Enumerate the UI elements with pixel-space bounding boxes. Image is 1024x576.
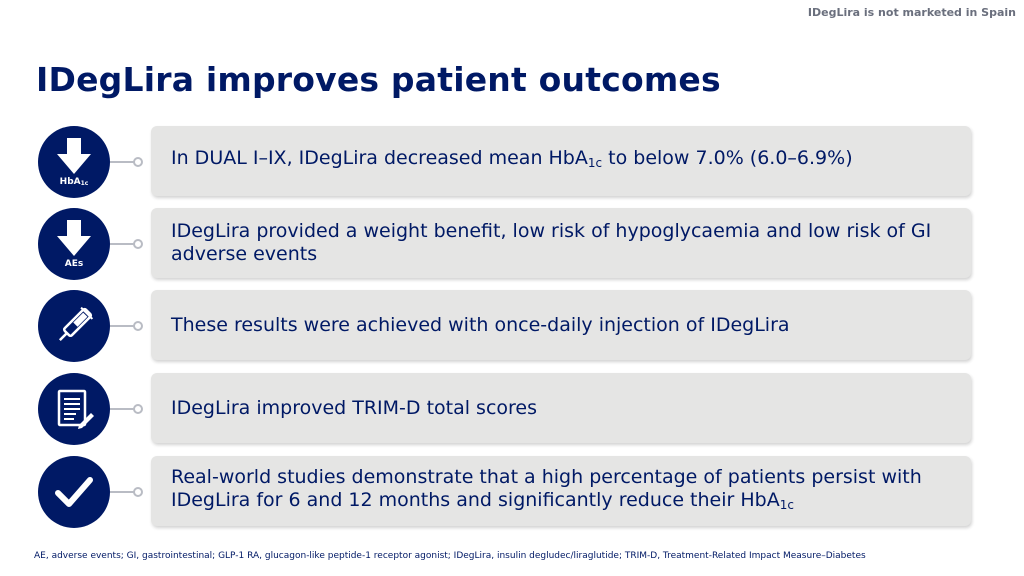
connector-dot — [133, 157, 143, 167]
outcome-box: In DUAL I–IX, IDegLira decreased mean Hb… — [151, 126, 971, 196]
connector-line — [110, 408, 136, 410]
outcome-row-injection: These results were achieved with once-da… — [0, 290, 1024, 362]
footnote-abbreviations: AE, adverse events; GI, gastrointestinal… — [34, 551, 866, 561]
outcome-row-trimd: IDegLira improved TRIM-D total scores — [0, 373, 1024, 445]
document-pencil-icon — [57, 389, 94, 429]
outcome-box: IDegLira improved TRIM-D total scores — [151, 373, 971, 443]
outcome-row-aes: AEs IDegLira provided a weight benefit, … — [0, 208, 1024, 280]
connector-line — [110, 243, 136, 245]
outcome-text: IDegLira improved TRIM-D total scores — [171, 396, 538, 419]
outcome-box: Real-world studies demonstrate that a hi… — [151, 456, 971, 526]
outcome-row-real-world: Real-world studies demonstrate that a hi… — [0, 456, 1024, 528]
outcome-text: Real-world studies demonstrate that a hi… — [171, 465, 922, 512]
connector-line — [110, 491, 136, 493]
real-world-badge — [38, 456, 110, 528]
down-arrow-icon — [57, 219, 91, 256]
page-title: IDegLira improves patient outcomes — [36, 60, 721, 99]
hba1c-badge-label: HbA1c — [59, 176, 89, 187]
outcome-text: These results were achieved with once-da… — [171, 313, 790, 336]
connector-dot — [133, 487, 143, 497]
connector-dot — [133, 321, 143, 331]
aes-badge: AEs — [38, 208, 110, 280]
outcome-row-hba1c: HbA1c In DUAL I–IX, IDegLira decreased m… — [0, 126, 1024, 198]
injection-badge — [38, 290, 110, 362]
connector-dot — [133, 404, 143, 414]
trimd-badge — [38, 373, 110, 445]
outcome-text: In DUAL I–IX, IDegLira decreased mean Hb… — [171, 147, 853, 170]
hba1c-badge: HbA1c — [38, 126, 110, 198]
outcome-text: IDegLira provided a weight benefit, low … — [171, 220, 932, 265]
outcome-box: IDegLira provided a weight benefit, low … — [151, 208, 971, 278]
injection-pen-icon — [58, 306, 94, 342]
checkmark-icon — [55, 477, 93, 507]
disclaimer: IDegLira is not marketed in Spain — [807, 6, 1016, 19]
aes-badge-label: AEs — [64, 258, 84, 269]
connector-dot — [133, 239, 143, 249]
connector-line — [110, 161, 136, 163]
outcome-box: These results were achieved with once-da… — [151, 290, 971, 360]
connector-line — [110, 325, 136, 327]
down-arrow-icon — [57, 137, 91, 174]
